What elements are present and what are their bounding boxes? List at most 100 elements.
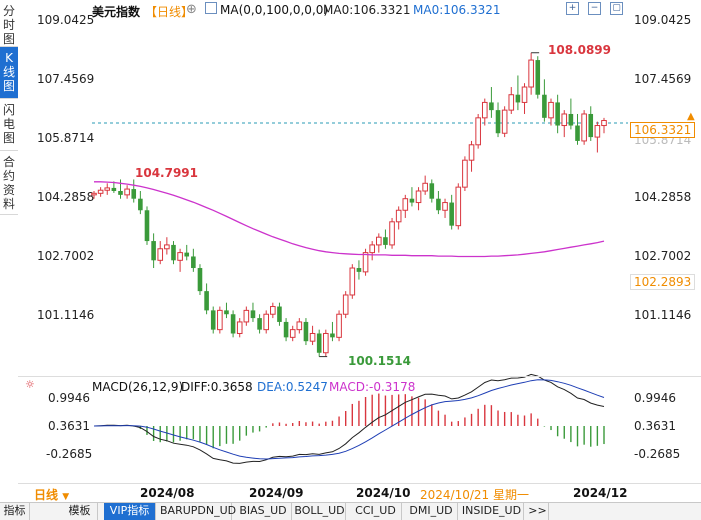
tab-boll[interactable]: BOLL_UD: [294, 503, 346, 520]
candle-body: [118, 191, 123, 195]
candle-body: [376, 236, 382, 246]
candle-body: [104, 187, 111, 191]
tab-timeshare[interactable]: 分时图: [0, 0, 18, 47]
settings-icon[interactable]: ⊕: [186, 2, 197, 17]
candle-body: [210, 310, 216, 330]
candle-body: [164, 244, 170, 250]
macd-group: [93, 373, 605, 464]
macd-tick-right: -0.2685: [634, 447, 681, 461]
ytick-left: 109.0425: [37, 13, 95, 27]
date-label: 2024/08: [140, 486, 195, 500]
candle-body: [508, 94, 515, 111]
tab-templates[interactable]: 模板: [62, 503, 98, 520]
candle-body: [91, 192, 97, 196]
date-label: 2024/10: [356, 486, 411, 500]
tab-inside[interactable]: INSIDE_UD: [460, 503, 524, 520]
candle-body: [204, 291, 209, 311]
candle-body: [236, 321, 243, 334]
candle-body: [409, 198, 415, 203]
tab-vip-indicators[interactable]: VIP指标: [104, 503, 156, 520]
zoom-in-icon[interactable]: +: [566, 2, 579, 15]
ytick-left: 101.1146: [37, 308, 95, 322]
candle-body: [475, 117, 481, 146]
candle-body: [349, 267, 356, 296]
candle-body: [422, 182, 428, 192]
macd-tick-left: 0.3631: [48, 419, 90, 433]
macd-tick-right: 0.3631: [634, 419, 676, 433]
candle-body: [429, 183, 435, 199]
macd-settings-icon[interactable]: ☼: [25, 378, 35, 391]
tab-indicators[interactable]: 指标: [0, 503, 30, 520]
low-annotation: 100.1514: [348, 354, 412, 368]
zoom-out-icon[interactable]: −: [588, 2, 601, 15]
low-price-label: 102.2893: [630, 274, 696, 290]
high-annotation: 108.0899: [548, 43, 612, 57]
tab-dmi[interactable]: DMI_UD: [405, 503, 458, 520]
current-price-label: 106.3321: [630, 122, 696, 138]
candle-body: [369, 244, 375, 254]
candle-body: [436, 198, 441, 211]
ytick-right: 107.4569: [634, 72, 692, 86]
candle-body: [356, 268, 362, 272]
candle-body: [191, 256, 196, 269]
candle-body: [336, 313, 342, 338]
candle-body: [296, 321, 303, 331]
candle-body: [521, 86, 528, 103]
period-selector[interactable]: 日线 ▼: [34, 488, 70, 502]
panel-divider: [18, 376, 701, 377]
candle-body: [289, 329, 296, 338]
candle-body: [342, 294, 349, 315]
candle-body: [415, 190, 422, 204]
candle-body: [515, 94, 521, 103]
ma100-line: [94, 181, 605, 258]
tab-barupdn[interactable]: BARUPDN_UD: [160, 503, 236, 520]
macd-diff-line: [93, 373, 605, 464]
tab-cci[interactable]: CCI_UD: [350, 503, 402, 520]
ytick-right: 104.2858: [634, 190, 692, 204]
candle-body: [144, 210, 150, 242]
ytick-left: 102.7002: [37, 249, 95, 263]
macd-tick-left: 0.9946: [48, 391, 90, 405]
candle-body: [383, 237, 388, 245]
date-label: 2024/12: [573, 486, 628, 500]
candle-body: [442, 202, 448, 211]
candle-body: [224, 310, 229, 315]
candle-body: [323, 332, 329, 354]
candle-body: [449, 202, 454, 226]
tab-more[interactable]: >>: [527, 503, 549, 520]
candle-body: [277, 306, 282, 322]
tab-kline[interactable]: K线图: [0, 47, 18, 99]
ma0-value-2: MA0:106.3321: [413, 3, 501, 17]
indicator-icon[interactable]: [205, 2, 217, 14]
tab-contract-info[interactable]: 合约资料: [0, 151, 18, 215]
period-label[interactable]: 【日线】: [145, 5, 194, 19]
symbol-name: 美元指数: [92, 5, 141, 19]
candle-body: [151, 241, 156, 261]
candle-body: [588, 113, 594, 138]
ytick-right: 102.7002: [634, 249, 692, 263]
candle-body: [157, 248, 164, 261]
tab-bias[interactable]: BIAS_UD: [235, 503, 292, 520]
ytick-left: 105.8714: [37, 131, 95, 145]
tab-flash[interactable]: 闪电图: [0, 99, 18, 151]
candle-body: [495, 110, 501, 134]
candle-body: [568, 113, 574, 126]
candle-body: [389, 221, 395, 246]
macd-diff: DIFF:0.3658: [181, 380, 253, 394]
candle-body: [257, 318, 262, 330]
candle-body: [177, 252, 183, 261]
ytick-right: 101.1146: [634, 308, 692, 322]
candle-body: [138, 198, 143, 211]
candle-body: [575, 125, 580, 141]
macd-dea-line: [93, 379, 605, 460]
candle-body: [528, 59, 534, 88]
candle-body: [581, 113, 587, 142]
candle-body: [542, 94, 547, 118]
ma-params: MA(0,0,100,0,0,0): [220, 3, 329, 17]
maximize-icon[interactable]: ▢: [610, 2, 623, 15]
macd-tick-right: 0.9946: [634, 391, 676, 405]
candle-body: [601, 120, 607, 127]
candle-body: [217, 309, 223, 331]
